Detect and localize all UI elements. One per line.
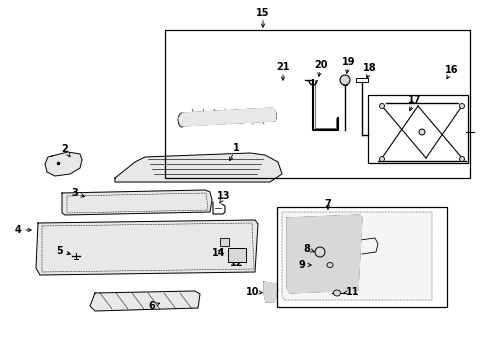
Text: 21: 21 (276, 62, 289, 72)
Polygon shape (282, 212, 431, 300)
Ellipse shape (339, 75, 349, 85)
Ellipse shape (80, 252, 84, 260)
Bar (276, 207, 446, 307)
Bar (227, 248, 245, 262)
Text: 5: 5 (57, 246, 63, 256)
Text: 16: 16 (445, 65, 458, 75)
Text: 15: 15 (256, 8, 269, 18)
Text: 19: 19 (342, 57, 355, 67)
Ellipse shape (418, 129, 424, 135)
Text: 20: 20 (314, 60, 327, 70)
Text: 7: 7 (324, 199, 331, 209)
Text: 11: 11 (346, 287, 359, 297)
Ellipse shape (459, 157, 464, 162)
Bar (164, 30, 469, 178)
Ellipse shape (333, 290, 340, 296)
Text: 10: 10 (246, 287, 259, 297)
Bar (220, 238, 228, 246)
Bar (367, 95, 467, 163)
Text: 17: 17 (407, 95, 421, 105)
Text: 3: 3 (71, 188, 78, 198)
Ellipse shape (379, 157, 384, 162)
Polygon shape (179, 108, 275, 126)
Text: 13: 13 (217, 191, 230, 201)
Polygon shape (264, 282, 278, 302)
Polygon shape (62, 190, 212, 215)
Polygon shape (286, 215, 361, 293)
Text: 8: 8 (303, 244, 310, 254)
Text: 9: 9 (298, 260, 305, 270)
Text: 18: 18 (363, 63, 376, 73)
Polygon shape (90, 291, 200, 311)
Ellipse shape (314, 247, 325, 257)
Text: 6: 6 (148, 301, 155, 311)
Ellipse shape (178, 113, 185, 127)
Text: 12: 12 (230, 258, 243, 268)
Ellipse shape (326, 262, 332, 267)
Ellipse shape (459, 104, 464, 108)
Polygon shape (36, 220, 258, 275)
Text: 14: 14 (212, 248, 225, 258)
Text: 4: 4 (15, 225, 21, 235)
Ellipse shape (379, 104, 384, 108)
Polygon shape (115, 153, 282, 182)
Ellipse shape (271, 111, 276, 122)
Text: 2: 2 (61, 144, 68, 154)
Polygon shape (45, 152, 82, 176)
Text: 1: 1 (232, 143, 239, 153)
